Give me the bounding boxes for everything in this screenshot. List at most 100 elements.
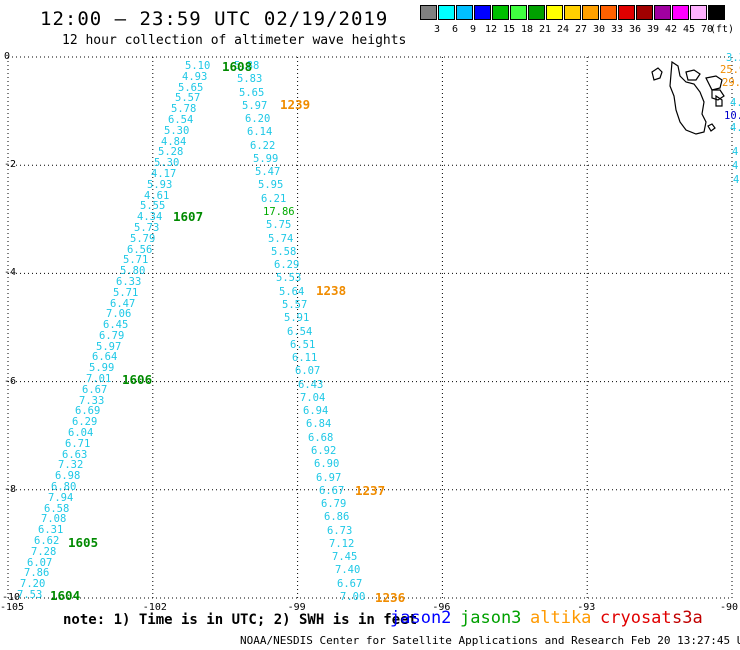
swh-value: 4.34 bbox=[137, 211, 163, 223]
legend-swatch bbox=[618, 5, 635, 20]
edge-swh-value: 25.9 bbox=[720, 64, 740, 76]
legend-swatch bbox=[582, 5, 599, 20]
swh-value: 5.64 bbox=[279, 286, 305, 298]
pass-time-label: 1238 bbox=[316, 283, 347, 298]
edge-swh-value: 3.3 bbox=[726, 52, 740, 64]
swh-value: 6.20 bbox=[245, 113, 271, 125]
swh-value: 6.47 bbox=[110, 298, 136, 310]
legend-tick: 27 bbox=[574, 24, 588, 35]
swh-value: 6.45 bbox=[103, 319, 129, 331]
lon-label: -90 bbox=[720, 602, 739, 613]
swh-value: 7.28 bbox=[31, 546, 57, 558]
legend-tick: 3 bbox=[433, 24, 441, 35]
swh-value: 6.43 bbox=[298, 379, 324, 391]
galapagos-coastline bbox=[651, 60, 725, 135]
lat-label: -4 bbox=[4, 267, 17, 279]
swh-value: 7.06 bbox=[106, 308, 132, 320]
edge-swh-value: 29.3 bbox=[722, 77, 740, 89]
swh-value: 6.29 bbox=[274, 259, 300, 271]
swh-value: 5.80 bbox=[120, 265, 146, 277]
credit-line: NOAA/NESDIS Center for Satellite Applica… bbox=[240, 634, 740, 647]
swh-value: 7.40 bbox=[335, 564, 361, 576]
swh-value: 4.84 bbox=[161, 136, 187, 148]
legend-tick: 45 bbox=[682, 24, 696, 35]
swh-value: 7.86 bbox=[24, 567, 50, 579]
legend-tick: 6 bbox=[451, 24, 459, 35]
swh-value: 6.73 bbox=[327, 525, 353, 537]
pass-time-label: 1239 bbox=[280, 97, 311, 112]
swh-value: 6.54 bbox=[287, 326, 313, 338]
swh-value: 6.67 bbox=[82, 384, 108, 396]
swh-value: 5.53 bbox=[276, 272, 302, 284]
swh-value: 6.29 bbox=[72, 416, 98, 428]
swh-value: 5.74 bbox=[268, 233, 294, 245]
swh-value: 5.55 bbox=[140, 200, 166, 212]
swh-value: 5.91 bbox=[284, 312, 310, 324]
legend-swatch bbox=[546, 5, 563, 20]
satellite-label-s3a: s3a bbox=[672, 608, 703, 628]
legend-swatch bbox=[708, 5, 725, 20]
swh-value: 6.71 bbox=[65, 438, 91, 450]
legend-tick: 30 bbox=[592, 24, 606, 35]
legend-swatch bbox=[510, 5, 527, 20]
lat-label: -6 bbox=[4, 375, 17, 387]
swh-value: 5.95 bbox=[258, 179, 284, 191]
satellite-label-jason2: jason2 bbox=[390, 608, 452, 628]
swh-value: 6.54 bbox=[168, 114, 194, 126]
swh-value: 7.94 bbox=[48, 492, 74, 504]
swh-value: 6.63 bbox=[62, 449, 88, 461]
swh-value: 7.33 bbox=[79, 395, 105, 407]
swh-value: 6.14 bbox=[247, 126, 273, 138]
legend-unit: (ft) bbox=[710, 24, 735, 35]
pass-time-label: 1607 bbox=[173, 209, 204, 224]
pass-time-label: 1608 bbox=[222, 59, 253, 74]
swh-value: 4.17 bbox=[151, 168, 177, 180]
lat-label: -8 bbox=[4, 483, 17, 495]
legend-tick: 24 bbox=[556, 24, 570, 35]
legend-swatch bbox=[438, 5, 455, 20]
legend-tick: 9 bbox=[469, 24, 477, 35]
swh-value: 5.73 bbox=[134, 222, 160, 234]
legend-tick: 12 bbox=[484, 24, 498, 35]
swh-value: 5.75 bbox=[266, 219, 292, 231]
satellite-label-jason3: jason3 bbox=[460, 608, 522, 628]
lon-label: -99 bbox=[287, 602, 306, 613]
edge-swh-value: 10. bbox=[724, 110, 740, 122]
swh-value: 5.58 bbox=[271, 246, 297, 258]
swh-value: 6.90 bbox=[314, 458, 340, 470]
swh-value: 5.57 bbox=[282, 299, 308, 311]
edge-swh-value: 4 bbox=[732, 160, 739, 172]
swh-value: 6.97 bbox=[316, 472, 342, 484]
legend-tick: 39 bbox=[646, 24, 660, 35]
swh-value: 6.58 bbox=[44, 503, 70, 515]
swh-value: 6.69 bbox=[75, 405, 101, 417]
swh-value: 5.65 bbox=[178, 82, 204, 94]
legend-swatch bbox=[474, 5, 491, 20]
satellite-label-cryosat: cryosat bbox=[600, 608, 672, 628]
swh-value: 6.56 bbox=[127, 244, 153, 256]
swh-value: 6.98 bbox=[55, 470, 81, 482]
lat-label: 0 bbox=[4, 51, 11, 62]
map-subtitle: 12 hour collection of altimeter wave hei… bbox=[62, 33, 407, 48]
swh-value: 17.86 bbox=[263, 206, 295, 218]
pass-time-label: 1604 bbox=[50, 588, 81, 603]
swh-value: 5.97 bbox=[96, 341, 122, 353]
swh-value: 7.08 bbox=[41, 513, 67, 525]
swh-value: 5.79 bbox=[130, 233, 156, 245]
legend-tick: 36 bbox=[628, 24, 642, 35]
legend-swatch bbox=[528, 5, 545, 20]
legend-tick: 42 bbox=[664, 24, 678, 35]
legend-swatch bbox=[672, 5, 689, 20]
swh-value: 5.71 bbox=[123, 254, 149, 266]
swh-value: 6.67 bbox=[319, 485, 345, 497]
legend-tick: 15 bbox=[502, 24, 516, 35]
swh-value: 6.11 bbox=[292, 352, 318, 364]
legend-swatch bbox=[654, 5, 671, 20]
swh-value: 7.53 bbox=[17, 589, 43, 601]
legend-tick: 18 bbox=[520, 24, 534, 35]
legend-swatch bbox=[690, 5, 707, 20]
swh-value: 6.64 bbox=[92, 351, 118, 363]
pass-time-label: 1606 bbox=[122, 372, 153, 387]
swh-value: 6.07 bbox=[295, 365, 321, 377]
